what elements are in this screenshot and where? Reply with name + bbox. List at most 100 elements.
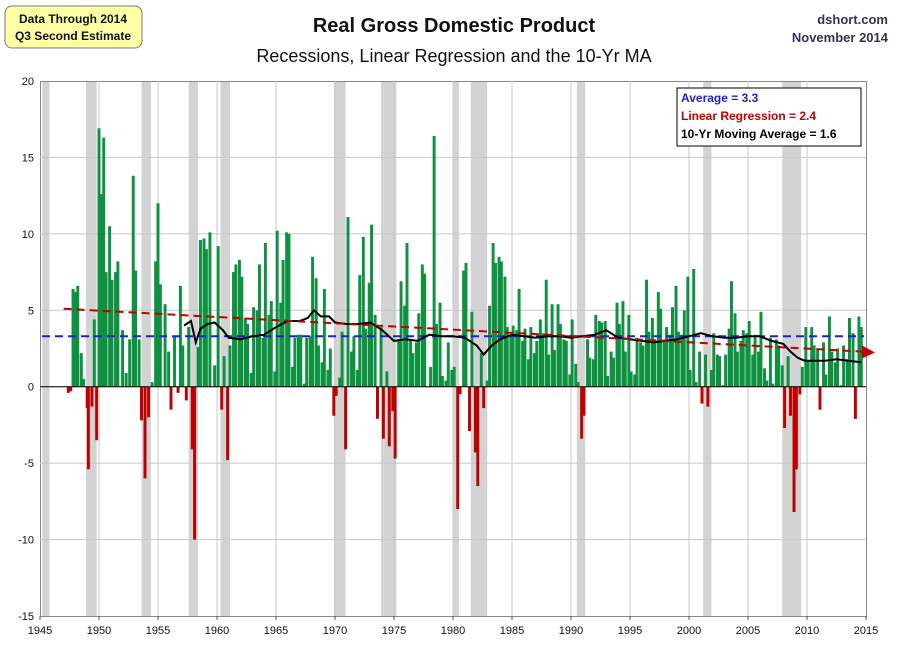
x-tick-label: 2010 (795, 625, 819, 637)
x-tick-label: 1990 (559, 625, 583, 637)
gdp-bar (800, 366, 804, 387)
gdp-bar (482, 386, 486, 409)
gdp-bar (258, 264, 261, 387)
gdp-bar (108, 226, 112, 387)
y-tick-label: 5 (28, 305, 34, 317)
gdp-bar (355, 369, 359, 387)
gdp-bar (411, 353, 415, 387)
gdp-bar (216, 246, 220, 387)
gdp-bar (645, 279, 648, 387)
gdp-bar (134, 270, 138, 387)
gdp-bar (293, 337, 297, 387)
gdp-bar (650, 317, 654, 387)
gdp-bar (488, 305, 492, 387)
gdp-bar (753, 334, 757, 387)
gdp-bar (291, 366, 294, 387)
gdp-bar (671, 307, 674, 387)
gdp-bar (783, 386, 787, 428)
gdp-bar (562, 339, 566, 387)
gdp-bar (220, 386, 224, 410)
gdp-bar (338, 377, 342, 387)
chart-subtitle: Recessions, Linear Regression and the 10… (256, 46, 651, 66)
gdp-bar (320, 362, 324, 387)
x-tick-label: 1975 (382, 625, 406, 637)
gdp-bar (497, 256, 501, 387)
gdp-bar (261, 337, 265, 387)
gdp-bar (715, 354, 719, 387)
x-tick-label: 1995 (618, 625, 642, 637)
gdp-bar (647, 331, 651, 387)
gdp-bar (479, 353, 483, 387)
gdp-bar (379, 327, 383, 387)
gdp-bar (373, 314, 377, 387)
gdp-bar (609, 351, 613, 387)
gdp-bar (423, 273, 427, 387)
gdp-bar (686, 276, 690, 387)
gdp-bar (751, 354, 755, 387)
gdp-bar (267, 314, 271, 387)
gdp-bar (446, 342, 450, 387)
gdp-bar (659, 308, 663, 387)
gdp-bar (399, 281, 403, 387)
gdp-bar (73, 291, 77, 387)
gdp-bar (818, 386, 822, 410)
y-tick-label: 10 (22, 229, 34, 241)
gdp-bar (499, 261, 503, 387)
y-tick-label: -15 (18, 611, 34, 623)
gdp-bar (588, 357, 592, 387)
gdp-bar (340, 331, 344, 387)
gdp-bar (332, 386, 336, 416)
gdp-bar (364, 328, 368, 387)
gdp-bar (456, 386, 460, 509)
gdp-bar (544, 279, 548, 387)
gdp-bar (444, 380, 448, 387)
gdp-bar (121, 330, 125, 387)
gdp-bar (97, 128, 101, 387)
gdp-bar (682, 310, 686, 387)
gdp-bar (193, 386, 197, 540)
gdp-bar (376, 386, 379, 419)
gdp-bar (830, 351, 834, 387)
gdp-bar (110, 279, 114, 387)
gdp-bar (92, 319, 96, 387)
gdp-bar (420, 264, 424, 387)
gdp-bar (302, 383, 306, 387)
data-note-line-1: Data Through 2014 (19, 12, 127, 26)
gdp-bar (485, 380, 489, 387)
gdp-bar (275, 230, 279, 387)
gdp-bar (816, 348, 820, 387)
gdp-bar (656, 291, 660, 387)
gdp-bar (706, 386, 710, 407)
bars-group (66, 128, 863, 540)
gdp-bar (597, 320, 601, 387)
y-tick-label: 15 (22, 152, 34, 164)
gdp-bar (169, 386, 173, 410)
gdp-bar (515, 330, 519, 387)
gdp-bar (709, 369, 713, 387)
gdp-bar (794, 386, 798, 470)
gdp-bar (287, 233, 291, 387)
gdp-bar (137, 339, 141, 387)
gdp-bar (570, 319, 574, 387)
gdp-bar (591, 359, 595, 387)
gdp-bar (730, 281, 733, 387)
gdp-bar (403, 305, 407, 387)
gdp-bar (757, 351, 761, 387)
gdp-bar (86, 386, 90, 470)
gdp-bar (727, 328, 731, 387)
gdp-bar (780, 365, 784, 387)
gdp-bar (529, 327, 533, 387)
gdp-bar (322, 288, 326, 387)
gdp-bar (633, 374, 637, 387)
x-tick-label: 1980 (441, 625, 465, 637)
gdp-bar (629, 371, 633, 387)
gdp-bar (698, 351, 702, 387)
gdp-bar (131, 175, 135, 387)
gdp-bar (653, 339, 657, 387)
gdp-bar (458, 386, 462, 395)
gdp-bar (853, 386, 857, 419)
gdp-bar (523, 328, 527, 387)
gdp-bar (476, 386, 480, 487)
gdp-bar (143, 386, 147, 479)
legend: Average = 3.3 Linear Regression = 2.4 10… (676, 87, 862, 147)
